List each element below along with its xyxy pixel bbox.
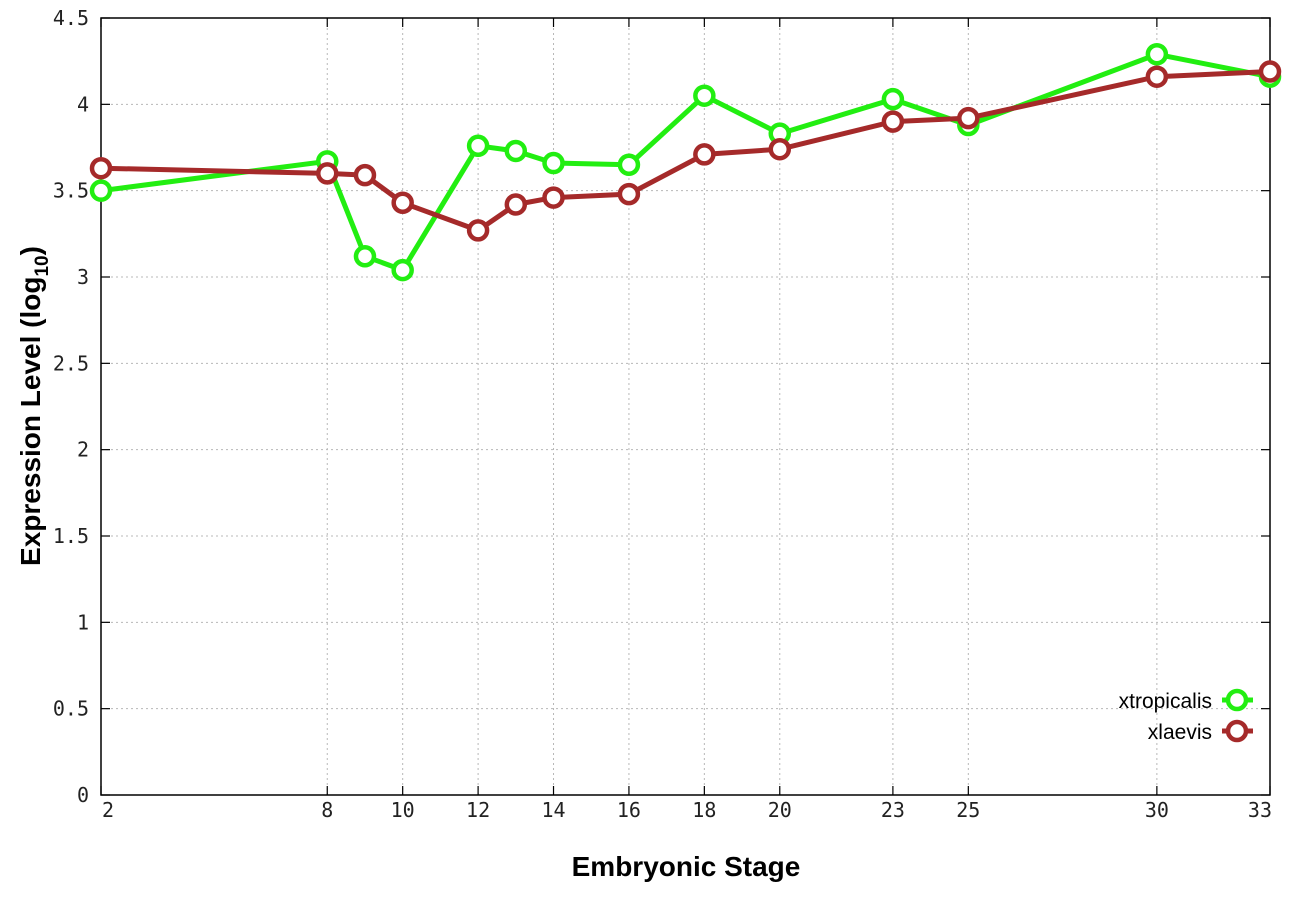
data-point [504, 139, 528, 163]
y-tick-label: 0.5 [53, 697, 89, 721]
data-point [1145, 43, 1169, 66]
grid-lines [101, 18, 1270, 795]
data-point [617, 153, 641, 177]
y-axis-tick-labels: 0 0.5 1 1.5 2 2.5 3 3.5 4 4.5 [53, 6, 89, 807]
x-tick-label: 12 [466, 798, 490, 822]
y-tick-label: 2 [77, 438, 89, 462]
data-point [316, 162, 339, 185]
data-point [353, 245, 377, 268]
data-point [617, 182, 641, 206]
x-axis-title: Embryonic Stage [572, 851, 801, 882]
series-xlaevis [89, 60, 1282, 242]
x-tick-label: 33 [1248, 798, 1272, 822]
x-tick-label: 2 [102, 798, 114, 822]
y-axis-title-subscript: 10 [32, 255, 53, 276]
data-point [466, 134, 490, 158]
y-tick-label: 3.5 [53, 179, 89, 203]
y-tick-label: 4 [77, 92, 89, 116]
legend-label-xlaevis: xlaevis [1148, 721, 1212, 744]
legend: xtropicalis xlaevis [1119, 688, 1253, 744]
data-point [768, 137, 792, 161]
y-axis-title: Expression Level (log10) [15, 246, 53, 566]
y-axis-title-main: Expression Level (log [15, 277, 46, 566]
series-line-xlaevis [100, 69, 1271, 233]
data-point [693, 84, 716, 107]
axis-ticks [100, 17, 1271, 796]
x-tick-label: 18 [692, 798, 716, 822]
data-point [542, 186, 565, 209]
x-tick-label: 8 [321, 798, 333, 822]
data-point [693, 143, 716, 166]
y-tick-label: 1.5 [53, 524, 89, 548]
plot-frame [100, 17, 1271, 796]
y-axis-title-close: ) [15, 246, 46, 255]
data-point [353, 163, 377, 187]
legend-marker-xtropicalis [1225, 688, 1249, 712]
data-point [89, 156, 113, 180]
series-group [89, 43, 1282, 282]
legend-marker-xlaevis [1225, 719, 1249, 743]
data-point [881, 87, 905, 111]
x-tick-label: 10 [391, 798, 415, 822]
data-point [881, 110, 905, 133]
x-tick-label: 25 [956, 798, 980, 822]
data-point [89, 179, 113, 202]
y-tick-label: 4.5 [53, 6, 89, 30]
legend-label-xtropicalis: xtropicalis [1119, 690, 1212, 713]
y-tick-label: 2.5 [53, 351, 89, 375]
x-tick-label: 20 [768, 798, 792, 822]
data-point [391, 191, 414, 215]
x-tick-label: 30 [1145, 798, 1169, 822]
data-point [957, 106, 980, 130]
y-tick-label: 3 [77, 265, 89, 289]
data-point [391, 258, 414, 282]
data-point [542, 151, 565, 175]
data-point [1258, 60, 1282, 83]
x-axis-tick-labels: 2 8 10 12 14 16 18 20 23 25 30 33 [102, 798, 1272, 822]
y-tick-label: 1 [77, 610, 89, 634]
x-tick-label: 23 [881, 798, 905, 822]
data-point [1145, 65, 1169, 88]
x-tick-label: 16 [617, 798, 641, 822]
data-point [466, 219, 490, 242]
x-tick-label: 14 [541, 798, 565, 822]
y-tick-label: 0 [77, 783, 89, 807]
data-point [504, 193, 528, 216]
